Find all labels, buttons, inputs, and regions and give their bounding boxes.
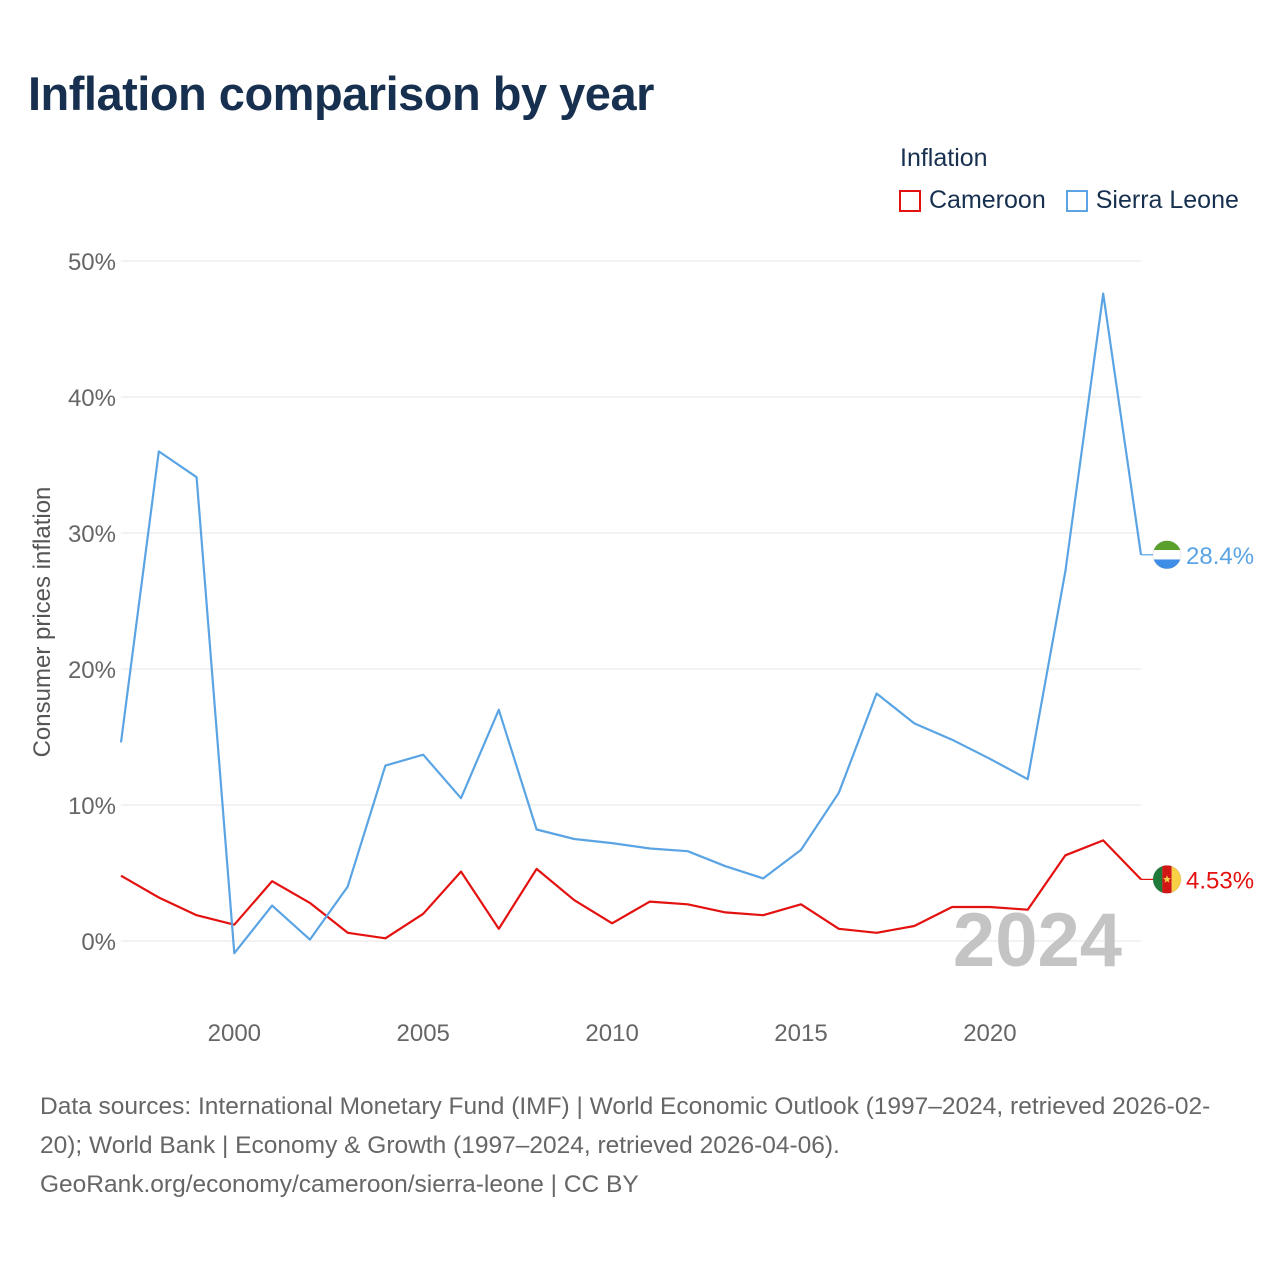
legend: Cameroon Sierra Leone [899, 186, 1239, 215]
end-label-cameroon: 4.53% [1186, 867, 1254, 894]
end-label-sierra-leone: 28.4% [1186, 543, 1254, 570]
flag-icon-cameroon [1152, 864, 1182, 894]
legend-item-cameroon[interactable]: Cameroon [899, 186, 1046, 215]
legend-item-sierra-leone[interactable]: Sierra Leone [1065, 186, 1239, 215]
legend-title: Inflation [900, 144, 988, 172]
line-chart: 0% 10% 20% 30% 40% 50% 2000 2005 2010 2015 2020 2… [68, 249, 1254, 1047]
series-line-sierra-leone[interactable] [119, 292, 1143, 955]
gridlines [121, 260, 1141, 942]
legend-swatch-cameroon [899, 189, 921, 212]
y-tick-label: 0% [81, 929, 116, 956]
legend-label-cameroon: Cameroon [929, 186, 1046, 214]
series-line-cameroon[interactable] [120, 839, 1142, 940]
year-watermark: 2024 [953, 898, 1122, 983]
y-tick-label: 50% [68, 249, 116, 276]
x-tick-labels: 2000 2005 2010 2015 2020 [208, 1020, 1017, 1047]
y-tick-label: 10% [68, 793, 116, 820]
y-tick-label: 20% [68, 657, 116, 684]
series-lines [119, 292, 1143, 955]
y-tick-label: 30% [68, 521, 116, 548]
x-tick-label: 2010 [585, 1020, 638, 1047]
y-tick-label: 40% [68, 385, 116, 412]
source-line-2[interactable]: GeoRank.org/economy/cameroon/sierra-leon… [40, 1171, 639, 1198]
legend-swatch-sierra-leone [1065, 189, 1088, 212]
x-tick-label: 2000 [208, 1020, 261, 1047]
chart-title: Inflation comparison by year [28, 67, 654, 120]
source-note: Data sources: International Monetary Fun… [40, 1087, 1250, 1204]
year-watermark-layer: 2024 [953, 898, 1122, 983]
flag-icon-sierra-leone [1152, 540, 1182, 570]
y-tick-labels: 0% 10% 20% 30% 40% 50% [68, 249, 116, 956]
x-tick-label: 2015 [774, 1020, 827, 1047]
x-tick-label: 2005 [397, 1020, 450, 1047]
end-markers: 4.53% 28.4% [1141, 540, 1254, 894]
x-tick-label: 2020 [963, 1020, 1016, 1047]
source-line-1: Data sources: International Monetary Fun… [40, 1093, 1211, 1159]
legend-label-sierra-leone: Sierra Leone [1095, 186, 1239, 214]
